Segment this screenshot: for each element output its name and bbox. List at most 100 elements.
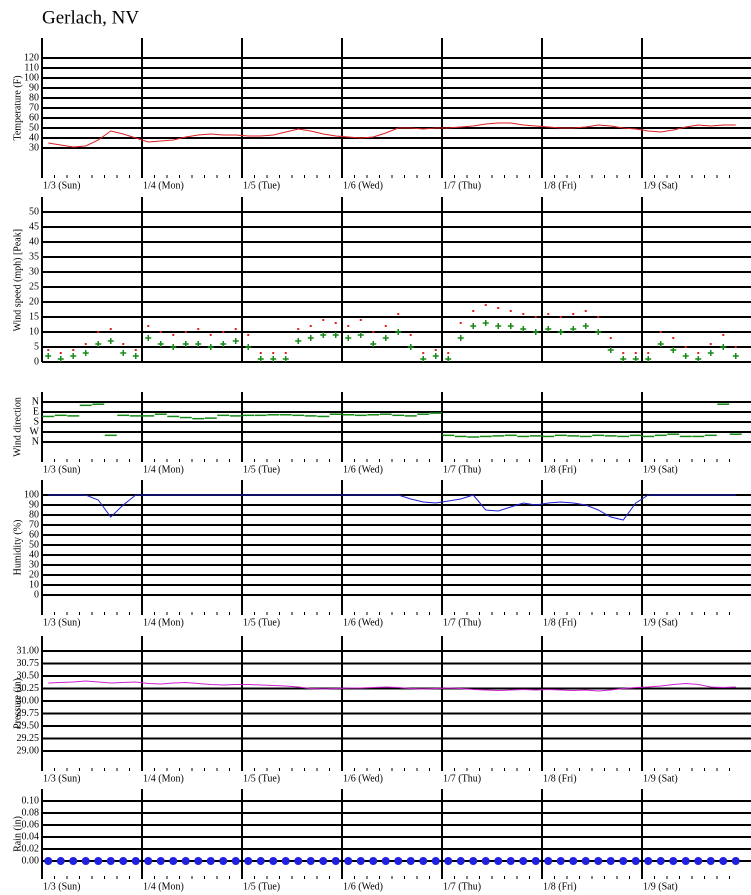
y-tick-label: 80 — [29, 509, 39, 520]
peak-dot — [372, 331, 375, 333]
rain-dot — [419, 857, 428, 865]
speed-mark — [632, 356, 639, 362]
rain-dot — [369, 857, 378, 865]
peak-dot — [597, 316, 600, 318]
peak-dot — [647, 352, 650, 354]
rain-dot — [569, 857, 578, 865]
y-tick-label: 0 — [34, 589, 39, 600]
y-tick-label: 30 — [29, 559, 39, 570]
speed-mark — [157, 341, 164, 347]
peak-dot — [97, 331, 100, 333]
y-tick-label: 30.75 — [17, 658, 40, 669]
rain-dot — [494, 857, 503, 865]
speed-mark — [307, 335, 314, 341]
y-tick-label: 40 — [29, 132, 39, 143]
y-tick-label: N — [32, 396, 39, 407]
rain-dot — [344, 857, 353, 865]
x-tick-label: 1/8 (Fri) — [543, 464, 577, 475]
speed-mark — [657, 341, 664, 347]
peak-dot — [497, 307, 500, 309]
speed-mark — [132, 353, 139, 359]
speed-mark — [457, 335, 464, 341]
speed-mark — [720, 344, 727, 350]
y-tick-label: 120 — [24, 52, 39, 63]
y-tick-label: 50 — [29, 206, 39, 217]
y-tick-label: 60 — [29, 529, 39, 540]
rain-dot — [719, 857, 728, 865]
rain-dot — [531, 857, 540, 865]
y-tick-label: 30.00 — [17, 695, 40, 706]
peak-dot — [509, 310, 512, 312]
speed-mark — [382, 335, 389, 341]
rain-dot — [144, 857, 153, 865]
speed-mark — [620, 356, 627, 362]
y-tick-label: 40 — [29, 236, 39, 247]
y-tick-label: 29.25 — [17, 733, 40, 744]
peak-dot — [59, 352, 62, 354]
rain-dot — [406, 857, 415, 865]
peak-dot — [622, 352, 625, 354]
rain-dot — [594, 857, 603, 865]
peak-dot — [184, 331, 187, 333]
rain-dot — [444, 857, 453, 865]
y-tick-label: 5 — [34, 341, 39, 352]
rain-dot — [69, 857, 78, 865]
rain-dot — [356, 857, 365, 865]
speed-mark — [245, 344, 252, 350]
rain-dot — [106, 857, 115, 865]
speed-mark — [420, 356, 427, 362]
peak-dot — [147, 325, 150, 327]
y-tick-label: 60 — [29, 112, 39, 123]
rain-dot — [606, 857, 615, 865]
y-tick-label: 100 — [24, 489, 39, 500]
peak-dot — [297, 328, 300, 330]
peak-dot — [572, 313, 575, 315]
peak-dot — [547, 313, 550, 315]
y-tick-label: 80 — [29, 92, 39, 103]
y-tick-label: 45 — [29, 221, 39, 232]
rain-dot — [481, 857, 490, 865]
speed-mark — [520, 326, 527, 332]
peak-dot — [134, 349, 137, 351]
y-tick-label: 0 — [34, 356, 39, 367]
speed-mark — [195, 341, 202, 347]
peak-dot — [672, 337, 675, 339]
y-tick-label: 100 — [24, 72, 39, 83]
y-tick-label: 0.02 — [22, 843, 40, 854]
peak-dot — [559, 316, 562, 318]
x-tick-label: 1/5 (Tue) — [243, 617, 280, 628]
peak-dot — [234, 328, 237, 330]
speed-mark — [170, 344, 177, 350]
y-tick-label: W — [30, 426, 40, 437]
y-tick-label: 40 — [29, 549, 39, 560]
x-tick-label: 1/6 (Wed) — [343, 180, 383, 191]
speed-mark — [232, 338, 239, 344]
peak-dot — [634, 352, 637, 354]
peak-dot — [697, 352, 700, 354]
peak-dot — [422, 352, 425, 354]
rain-dot — [231, 857, 240, 865]
peak-dot — [272, 352, 275, 354]
peak-dot — [334, 322, 337, 324]
rain-dot — [119, 857, 128, 865]
speed-mark — [145, 335, 152, 341]
x-tick-label: 1/7 (Thu) — [443, 180, 481, 191]
rain-dot — [256, 857, 265, 865]
x-tick-label: 1/3 (Sun) — [43, 617, 81, 628]
peak-dot — [447, 352, 450, 354]
peak-dot — [722, 334, 725, 336]
speed-mark — [295, 338, 302, 344]
speed-mark — [57, 356, 64, 362]
peak-dot — [684, 346, 687, 348]
x-tick-label: 1/8 (Fri) — [543, 773, 577, 784]
speed-mark — [407, 344, 414, 350]
y-tick-label: 70 — [29, 519, 39, 530]
speed-mark — [95, 341, 102, 347]
x-tick-label: 1/8 (Fri) — [543, 881, 577, 892]
x-tick-label: 1/6 (Wed) — [343, 464, 383, 475]
y-tick-label: 90 — [29, 82, 39, 93]
page-title: Gerlach, NV — [42, 7, 139, 28]
x-tick-label: 1/6 (Wed) — [343, 881, 383, 892]
x-tick-label: 1/5 (Tue) — [243, 773, 280, 784]
rain-dot — [556, 857, 565, 865]
